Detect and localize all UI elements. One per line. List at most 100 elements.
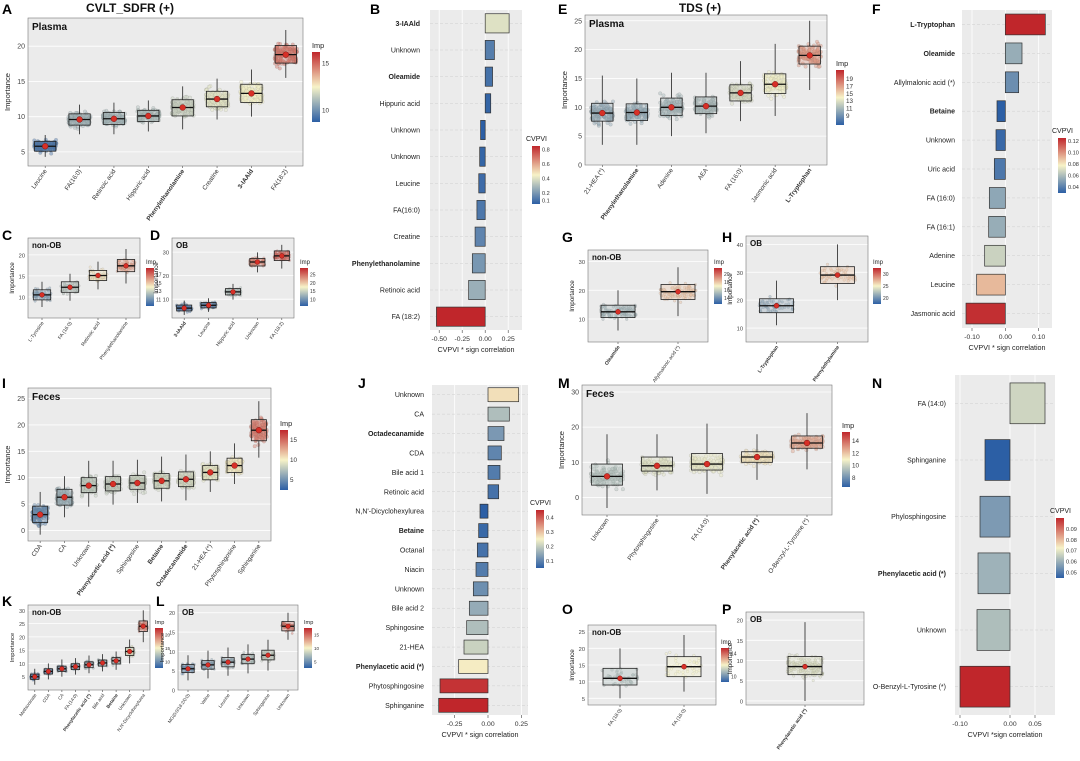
mean-marker [230,289,236,295]
mean-marker [123,263,129,269]
plot-area [746,236,868,342]
panel-title: non-OB [592,253,622,262]
mean-marker [110,115,118,122]
x-tick-label: Jasmonic acid [750,167,779,204]
y-tick-label: Jasmonic acid [911,311,955,318]
data-point [73,114,78,119]
y-tick-label: 10 [579,318,585,324]
mean-marker [181,305,187,311]
y-tick-label: Retinoic acid [380,288,420,295]
y-tick-label: Unknown [391,128,420,135]
y-tick-label: Unknown [926,138,955,145]
data-point [596,122,601,127]
legend-colorbar [532,146,540,204]
y-tick-label: 15 [19,274,25,280]
y-tick-label: 5 [21,149,25,156]
panel-letter-g: G [562,229,573,245]
y-tick-label: Oleamide [923,51,955,58]
bar [476,200,486,220]
x-tick-label: Sphingosine [115,543,141,576]
mean-marker [599,109,606,117]
legend-title: Imp [836,59,848,68]
panel-letter-a: A [2,1,12,17]
data-point [677,92,682,97]
x-tick-label: -0.25 [454,336,470,343]
y-axis-label: Importance [3,73,12,111]
bar [984,244,1006,267]
panel-letter-c: C [2,227,12,243]
panel-title: OB [750,239,762,248]
data-point [71,114,76,119]
data-point [766,93,771,98]
data-point [34,286,37,290]
x-tick-label: Oleamide [604,345,622,367]
mean-marker [633,109,641,116]
y-tick-label: 10 [17,114,25,121]
data-point [256,442,261,447]
data-point [825,262,830,266]
data-point [602,99,607,104]
mean-marker [42,143,49,150]
y-tick-label: 20 [579,289,585,295]
x-tick-label: Creatine [201,168,221,192]
data-point [49,151,54,156]
x-tick-label: Retinoic acid [80,321,101,348]
y-tick-label: 0 [578,163,582,170]
y-tick-label: 15 [17,79,25,86]
x-tick-label: CDA [30,542,44,558]
bar [479,146,486,167]
x-tick-label: FA (18:2) [269,320,286,340]
legend-title: CVPVI [526,136,547,143]
y-axis-label: Importance [153,262,160,294]
data-point [54,141,59,146]
mean-marker [806,52,813,59]
mean-marker [205,302,212,308]
data-point [141,491,146,496]
y-tick-label: 20 [17,44,25,51]
legend-tick-label: 25 [883,284,889,290]
legend-tick-label: 15 [846,91,854,98]
y-tick-label: 10 [574,105,582,112]
x-tick-label: Phenylethanolamine [145,168,186,223]
mean-marker [254,259,261,265]
data-point [94,474,98,478]
legend-tick-label: 10 [290,457,298,464]
y-tick-label: 15 [17,449,25,456]
data-point [706,114,711,119]
mean-marker [255,427,263,434]
y-tick-label: Oleamide [388,74,420,81]
panel-title: OB [176,241,188,250]
y-tick-label: Unknown [391,48,420,55]
bar [965,302,1006,325]
x-tick-label: Phenylethylamine [812,345,841,383]
data-point [768,295,772,299]
data-point [674,117,679,122]
x-tick-label: FA (16:0) [57,320,74,340]
bar [484,93,492,114]
legend-tick-label: 10 [322,107,330,114]
x-tick-label: 3-IAAld [237,168,255,190]
x-tick-label: Phenylethanolamine [99,321,130,362]
data-point [769,96,774,101]
y-tick-label: 15 [574,76,582,83]
mean-marker [834,272,841,278]
y-tick-label: Creatine [394,234,421,241]
data-point [276,41,281,46]
legend-tick-label: 0.10 [1068,150,1079,156]
mean-marker [182,476,190,483]
data-point [628,121,633,126]
data-point [132,492,137,497]
y-tick-label: 30 [737,271,743,277]
panel-title: Feces [32,392,61,403]
data-point [84,114,89,119]
data-point [803,64,808,69]
legend-tick-label: 0.1 [542,198,550,204]
legend-title: Imp [280,419,292,428]
mean-marker [737,89,744,97]
figure-title-right: TDS (+) [679,1,721,15]
y-tick-label: Phenylethanolamine [352,261,420,268]
data-point [223,108,228,112]
bar [988,216,1006,238]
bar [478,173,486,194]
y-tick-label: 25 [17,396,25,403]
